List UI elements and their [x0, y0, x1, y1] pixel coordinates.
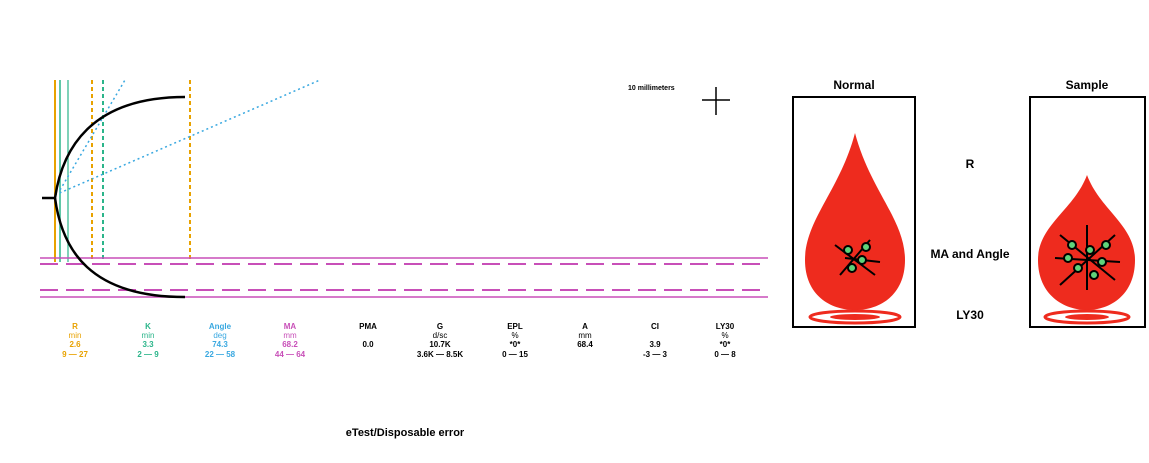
param-range: 2 — 9 — [137, 350, 159, 359]
param-value: 68.4 — [577, 340, 593, 349]
param-range: 3.6K — 8.5K — [417, 350, 463, 359]
param-range: 0 — 15 — [502, 350, 528, 359]
param-value: 68.2 — [282, 340, 298, 349]
param-range: 9 — 27 — [62, 350, 88, 359]
sample-label: Sample — [1066, 78, 1109, 92]
param-unit: min — [142, 331, 155, 340]
param-range: 44 — 64 — [275, 350, 306, 359]
param-name: R — [72, 322, 78, 331]
param-name: MA — [284, 322, 297, 331]
scale-label: 10 millimeters — [628, 85, 675, 92]
param-value: 74.3 — [212, 340, 228, 349]
param-range: 0 — 8 — [714, 350, 736, 359]
param-unit: mm — [578, 331, 592, 340]
ly30-label: LY30 — [956, 308, 984, 322]
param-unit: deg — [213, 331, 226, 340]
sample-panel — [1029, 96, 1146, 328]
param-name: EPL — [507, 322, 523, 331]
param-value: *0* — [720, 340, 732, 349]
param-value: 3.9 — [649, 340, 661, 349]
param-range: -3 — 3 — [643, 350, 668, 359]
r-label: R — [966, 157, 975, 171]
param-range: 22 — 58 — [205, 350, 236, 359]
param-value: 2.6 — [69, 340, 81, 349]
param-name: PMA — [359, 322, 377, 331]
tracing — [40, 79, 768, 299]
normal-label: Normal — [833, 78, 874, 92]
param-name: G — [437, 322, 443, 331]
footer: eTest/Disposable error — [346, 427, 465, 439]
param-name: CI — [651, 322, 659, 331]
param-unit: % — [511, 331, 518, 340]
param-value: *0* — [510, 340, 522, 349]
param-name: Angle — [209, 322, 232, 331]
param-name: LY30 — [716, 322, 735, 331]
param-name: K — [145, 322, 151, 331]
param-value: 10.7K — [429, 340, 451, 349]
param-unit: d/sc — [433, 331, 448, 340]
param-value: 3.3 — [142, 340, 154, 349]
param-value: 0.0 — [362, 340, 374, 349]
normal-panel — [792, 96, 916, 328]
ma-angle-label: MA and Angle — [930, 247, 1009, 261]
param-unit: min — [69, 331, 82, 340]
param-name: A — [582, 322, 588, 331]
param-unit: % — [721, 331, 728, 340]
param-unit: mm — [283, 331, 297, 340]
